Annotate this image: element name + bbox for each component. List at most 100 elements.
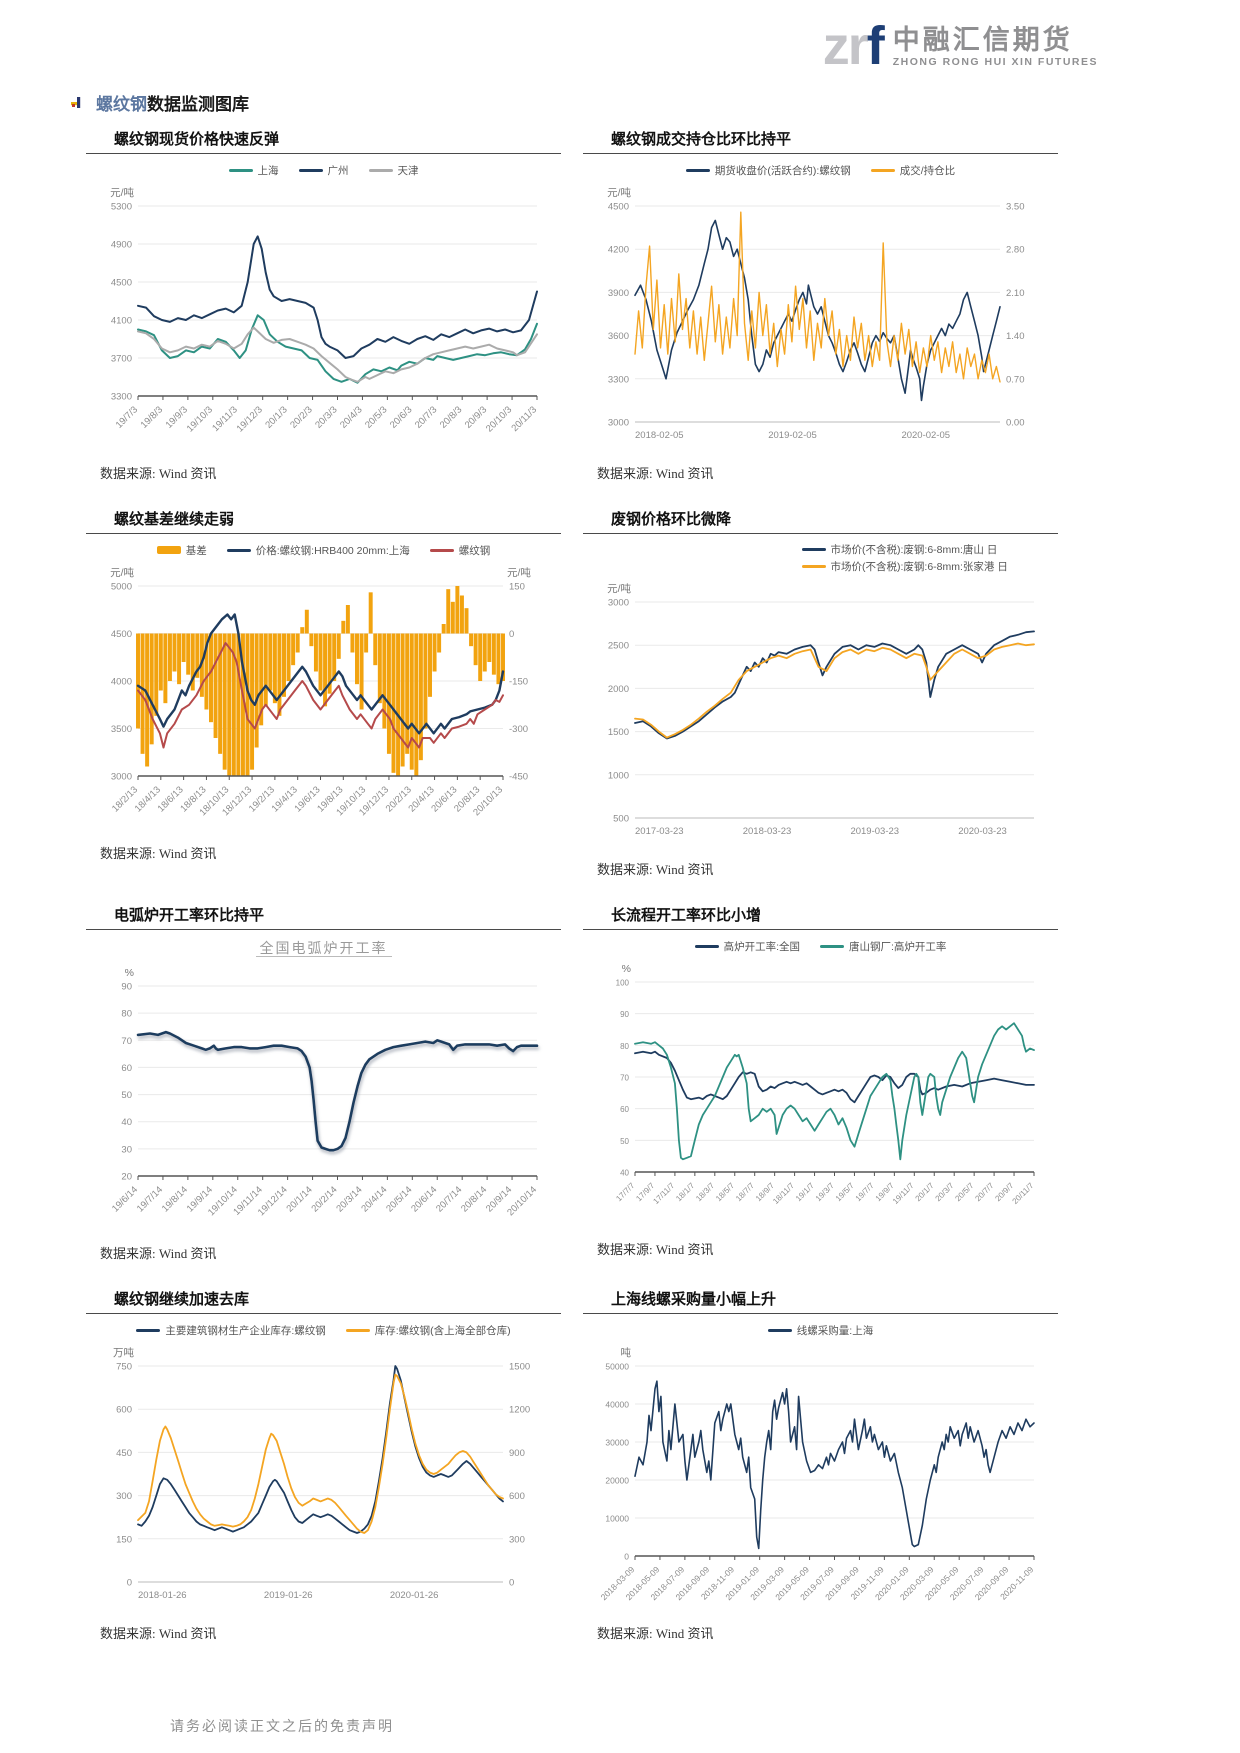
chart-block-eaf-operating-rate: 电弧炉开工率环比持平 全国电弧炉开工率 20 30 40 50 60 70 80 90% 19/…	[86, 904, 561, 1262]
svg-text:60: 60	[121, 1063, 132, 1074]
svg-text:80: 80	[121, 1009, 132, 1020]
logo-cn-name: 中融汇信期货	[892, 24, 1073, 55]
chart-block-bf-operating-rate: 长流程开工率环比小增 高炉开工率:全国 唐山钢厂:高炉开工率 40 50 60 70 80…	[583, 904, 1058, 1262]
svg-text:20/1/3: 20/1/3	[263, 404, 289, 430]
chart-block-inventory: 螺纹钢继续加速去库 主要建筑钢材生产企业库存:螺纹钢 库存:螺纹钢(含上海全部仓库…	[86, 1288, 561, 1642]
svg-text:20/8/3: 20/8/3	[438, 404, 464, 430]
svg-text:元/吨: 元/吨	[110, 186, 134, 199]
chart-title: 螺纹钢成交持仓比环比持平	[611, 131, 792, 148]
svg-text:19/12/3: 19/12/3	[235, 404, 265, 434]
svg-text:0.70: 0.70	[1006, 374, 1025, 385]
legend-item: 螺纹钢	[429, 543, 491, 558]
svg-text:19/10/3: 19/10/3	[185, 404, 215, 434]
svg-text:5300: 5300	[111, 202, 132, 213]
data-source: 数据来源: Wind 资讯	[100, 1626, 217, 1641]
legend-item: 主要建筑钢材生产企业库存:螺纹钢	[136, 1323, 326, 1338]
svg-text:20/5/3: 20/5/3	[363, 404, 389, 430]
legend-item: 期货收盘价(活跃合约):螺纹钢	[685, 163, 851, 178]
svg-text:19/11/3: 19/11/3	[210, 404, 240, 434]
svg-text:2018-01-26: 2018-01-26	[138, 1590, 187, 1601]
legend-item: 高炉开工率:全国	[694, 939, 800, 954]
svg-text:4500: 4500	[608, 202, 629, 213]
svg-text:19/3/7: 19/3/7	[814, 1181, 836, 1203]
legend-label: 螺纹钢	[458, 544, 491, 557]
title-rule	[86, 153, 561, 154]
svg-text:1500: 1500	[509, 1362, 530, 1373]
legend-label: 市场价(不含税):废钢:6-8mm:唐山 日	[830, 544, 998, 556]
svg-text:100: 100	[616, 979, 630, 988]
svg-text:4000: 4000	[111, 677, 132, 688]
chart-canvas: 3300 3700 4100 4500 4900 5300 元/吨 19/7/3 19/8/3 1…	[86, 180, 551, 457]
chart-title: 螺纹钢继续加速去库	[114, 1291, 250, 1308]
chart-legend: 期货收盘价(活跃合约):螺纹钢 成交/持仓比	[583, 160, 1058, 180]
title-rule	[86, 929, 561, 930]
svg-text:19/8/14: 19/8/14	[160, 1184, 190, 1214]
legend-label: 唐山钢厂:高炉开工率	[849, 940, 947, 953]
svg-text:600: 600	[116, 1405, 132, 1416]
legend-item: 成交/持仓比	[870, 163, 955, 178]
svg-text:20000: 20000	[605, 1476, 629, 1486]
svg-text:19/6/14: 19/6/14	[110, 1184, 140, 1214]
legend-label: 价格:螺纹钢:HRB400 20mm:上海	[255, 544, 410, 557]
svg-text:60: 60	[620, 1105, 629, 1114]
svg-text:20/7/3: 20/7/3	[413, 404, 439, 430]
chart-title: 螺纹基差继续走弱	[114, 511, 235, 528]
legend-label: 期货收盘价(活跃合约):螺纹钢	[714, 164, 851, 177]
svg-text:-450: -450	[509, 772, 528, 783]
svg-text:19/5/7: 19/5/7	[834, 1181, 856, 1203]
svg-text:2.80: 2.80	[1006, 245, 1025, 256]
svg-text:2019-03-23: 2019-03-23	[850, 826, 899, 837]
svg-text:4900: 4900	[111, 240, 132, 251]
legend-label: 基差	[185, 544, 207, 557]
svg-text:300: 300	[116, 1491, 132, 1502]
chart-block-basis: 螺纹基差继续走弱 基差 价格:螺纹钢:HRB400 20mm:上海 螺纹钢 3000…	[86, 508, 561, 878]
svg-text:4200: 4200	[608, 245, 629, 256]
svg-text:元/吨: 元/吨	[607, 582, 631, 595]
legend-swatch	[226, 548, 251, 552]
svg-text:20/2/3: 20/2/3	[288, 404, 314, 430]
chart-inner-title: 全国电弧炉开工率	[86, 936, 561, 960]
svg-text:18/7/7: 18/7/7	[734, 1181, 756, 1203]
svg-text:0: 0	[127, 1578, 132, 1589]
chart-title: 废钢价格环比微降	[611, 511, 732, 528]
svg-text:18/1/7: 18/1/7	[674, 1181, 696, 1203]
svg-text:19/1/7: 19/1/7	[794, 1181, 816, 1203]
svg-text:2019-01-26: 2019-01-26	[264, 1590, 313, 1601]
svg-text:4100: 4100	[111, 316, 132, 327]
svg-text:20/3/7: 20/3/7	[934, 1181, 956, 1203]
section-header: 螺纹钢数据监测图库	[70, 90, 249, 115]
logo-zr-text: zr	[822, 16, 869, 76]
section-bullet-icon	[71, 96, 81, 108]
svg-text:20/7/7: 20/7/7	[973, 1181, 995, 1203]
chart-canvas: 0 150 300 450 600 750 0 300 600 900 1200 1500 万吨 2018…	[86, 1340, 551, 1617]
svg-text:0: 0	[509, 1578, 514, 1589]
svg-text:20/11/3: 20/11/3	[509, 404, 539, 434]
chart-title: 长流程开工率环比小增	[611, 907, 762, 924]
svg-text:3000: 3000	[608, 418, 629, 429]
legend-swatch	[136, 1328, 161, 1332]
chart-legend: 高炉开工率:全国 唐山钢厂:高炉开工率	[583, 936, 1058, 956]
svg-text:%: %	[125, 967, 134, 979]
svg-text:2.10: 2.10	[1006, 288, 1025, 299]
title-rule	[86, 533, 561, 534]
svg-text:3300: 3300	[111, 392, 132, 403]
chart-legend: 上海 广州 天津	[86, 160, 561, 180]
page-title-rest: 数据监测图库	[147, 95, 249, 114]
chart-canvas: 3000 3500 4000 4500 5000 150 0 -150 -300 -450 元/吨 元…	[86, 560, 551, 837]
legend-swatch	[767, 1328, 792, 1332]
svg-text:2020-02-05: 2020-02-05	[901, 430, 950, 441]
svg-text:20/6/3: 20/6/3	[388, 404, 414, 430]
chart-canvas: 40 50 60 70 80 90 100% 17/7/7 17/9/7 17/11/7 18/1/…	[583, 956, 1048, 1233]
svg-text:20/3/14: 20/3/14	[334, 1184, 364, 1214]
svg-text:90: 90	[620, 1010, 629, 1019]
svg-text:150: 150	[116, 1534, 132, 1545]
legend-label: 广州	[327, 164, 349, 177]
title-rule	[583, 1313, 1058, 1314]
svg-text:300: 300	[509, 1534, 525, 1545]
chart-title: 螺纹钢现货价格快速反弹	[114, 131, 280, 148]
legend-item: 市场价(不含税):废钢:6-8mm:唐山 日	[801, 542, 998, 557]
legend-label: 天津	[397, 164, 419, 177]
svg-text:元/吨: 元/吨	[110, 566, 134, 579]
legend-swatch	[429, 548, 454, 552]
